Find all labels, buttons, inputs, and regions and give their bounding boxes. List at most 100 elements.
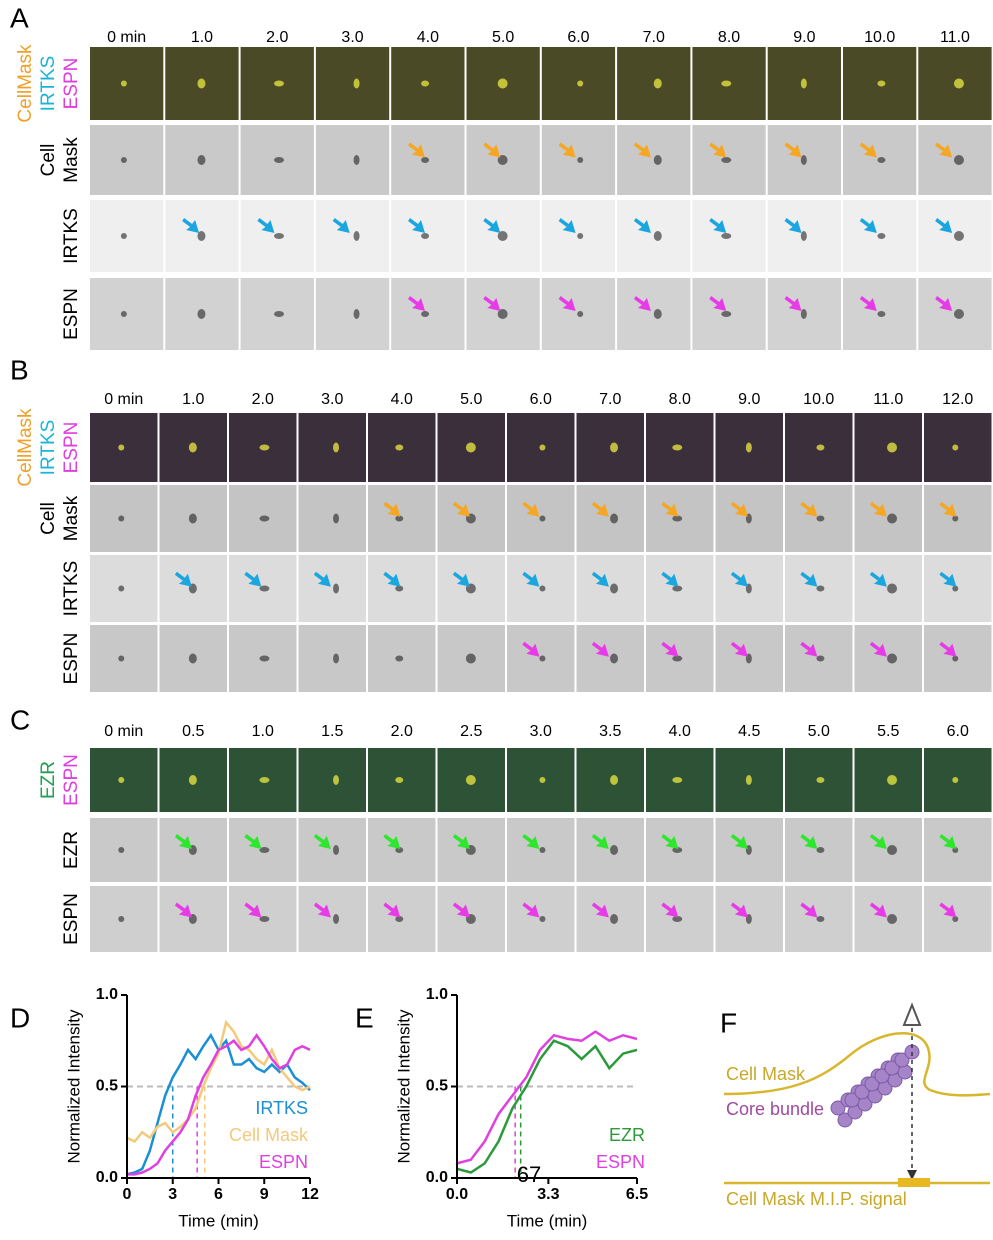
mip-label: Cell Mask M.I.P. signal bbox=[726, 1189, 907, 1209]
arrow bbox=[709, 218, 727, 233]
cell-mask-outline bbox=[723, 1031, 991, 1097]
panel-letter: B bbox=[10, 354, 29, 385]
arrow bbox=[939, 571, 957, 587]
image-spot bbox=[887, 583, 898, 594]
time-label: 3.5 bbox=[599, 723, 621, 740]
arrow bbox=[661, 641, 679, 657]
time-label: 5.0 bbox=[460, 391, 482, 408]
arrow bbox=[869, 834, 887, 849]
image-tile bbox=[315, 200, 390, 272]
image-spot bbox=[197, 155, 206, 165]
arrow bbox=[939, 501, 957, 517]
series-line bbox=[127, 1033, 311, 1176]
image-spot bbox=[497, 231, 508, 241]
arrow bbox=[244, 571, 262, 587]
image-spot bbox=[539, 777, 546, 783]
image-spot bbox=[333, 914, 340, 924]
arrow bbox=[730, 902, 748, 918]
image-spot bbox=[610, 775, 619, 785]
image-spot bbox=[816, 655, 825, 662]
time-label: 5.0 bbox=[492, 29, 514, 46]
panel-f-diagram: F Cell Mask Core bundle Cell Mask M.I.P.… bbox=[720, 1002, 991, 1209]
cell-mask-label: Cell Mask bbox=[726, 1064, 806, 1084]
time-label: 4.5 bbox=[738, 723, 760, 740]
row-label: IRTKS bbox=[38, 420, 59, 476]
x-axis-title: Time (min) bbox=[178, 1211, 259, 1230]
time-label: 10.0 bbox=[803, 391, 834, 408]
panel-letter: C bbox=[10, 704, 30, 735]
row-label: IRTKS bbox=[38, 56, 59, 112]
time-label: 6.0 bbox=[567, 29, 589, 46]
image-spot bbox=[887, 914, 898, 924]
arrow bbox=[408, 296, 426, 311]
image-tile bbox=[617, 200, 691, 272]
arrow bbox=[483, 296, 501, 311]
image-spot bbox=[952, 515, 959, 522]
arrow bbox=[709, 142, 727, 158]
image-spot bbox=[395, 515, 404, 522]
row-label: ESPN bbox=[61, 288, 82, 340]
image-spot bbox=[497, 78, 508, 89]
arrow bbox=[869, 902, 887, 918]
arrow bbox=[558, 218, 576, 233]
image-spot bbox=[877, 311, 886, 317]
image-spot bbox=[118, 585, 125, 592]
time-label: 1.5 bbox=[321, 723, 343, 740]
time-label: 11.0 bbox=[873, 391, 903, 408]
image-spot bbox=[395, 847, 404, 853]
image-spot bbox=[539, 515, 546, 522]
legend-label: Cell Mask bbox=[229, 1125, 309, 1145]
time-label: 4.0 bbox=[669, 723, 691, 740]
image-tile bbox=[298, 625, 366, 692]
image-tile bbox=[298, 413, 366, 482]
image-spot bbox=[887, 653, 898, 664]
time-label: 0 min bbox=[104, 723, 143, 740]
x-tick-label: 9 bbox=[260, 1186, 269, 1203]
arrow bbox=[257, 218, 275, 233]
arrow bbox=[383, 834, 401, 849]
arrow bbox=[869, 501, 887, 517]
series-line bbox=[456, 1039, 638, 1174]
image-spot bbox=[610, 513, 619, 524]
arrow bbox=[452, 902, 470, 918]
time-label: 9.0 bbox=[793, 29, 815, 46]
image-spot bbox=[465, 775, 476, 785]
y-axis-title: Normalized Intensity bbox=[394, 1009, 413, 1164]
image-spot bbox=[816, 777, 825, 783]
time-label: 7.0 bbox=[599, 391, 621, 408]
arrow bbox=[709, 296, 727, 311]
time-label: 1.0 bbox=[252, 723, 274, 740]
arrow bbox=[591, 571, 609, 587]
core-bundle-shape bbox=[830, 1044, 920, 1128]
row-label: EZR bbox=[61, 831, 82, 869]
x-tick-label: 12 bbox=[301, 1186, 319, 1203]
image-spot bbox=[465, 653, 476, 664]
panel-letter: D bbox=[10, 1002, 30, 1033]
image-spot bbox=[610, 845, 619, 855]
image-spot bbox=[197, 231, 206, 241]
arrow bbox=[859, 142, 877, 158]
image-spot bbox=[333, 653, 340, 664]
x-tick-label: 0.0 bbox=[446, 1186, 468, 1203]
legend-label: ESPN bbox=[259, 1152, 308, 1172]
row-label: EZR bbox=[38, 761, 59, 799]
image-spot bbox=[120, 80, 127, 87]
arrow bbox=[784, 218, 802, 233]
image-spot bbox=[800, 78, 807, 89]
arrow bbox=[869, 571, 887, 587]
image-spot bbox=[952, 916, 959, 922]
image-spot bbox=[816, 515, 825, 522]
image-spot bbox=[353, 309, 360, 319]
y-tick-label: 0.0 bbox=[426, 1169, 448, 1186]
row-label: ESPN bbox=[61, 893, 82, 945]
row-label: ESPN bbox=[61, 754, 82, 806]
image-spot bbox=[672, 655, 683, 662]
arrow bbox=[859, 296, 877, 311]
arrow bbox=[869, 641, 887, 657]
time-label: 3.0 bbox=[341, 29, 363, 46]
image-spot bbox=[353, 78, 360, 89]
image-spot bbox=[259, 916, 270, 922]
time-label: 6.0 bbox=[530, 391, 552, 408]
image-spot bbox=[577, 80, 584, 87]
